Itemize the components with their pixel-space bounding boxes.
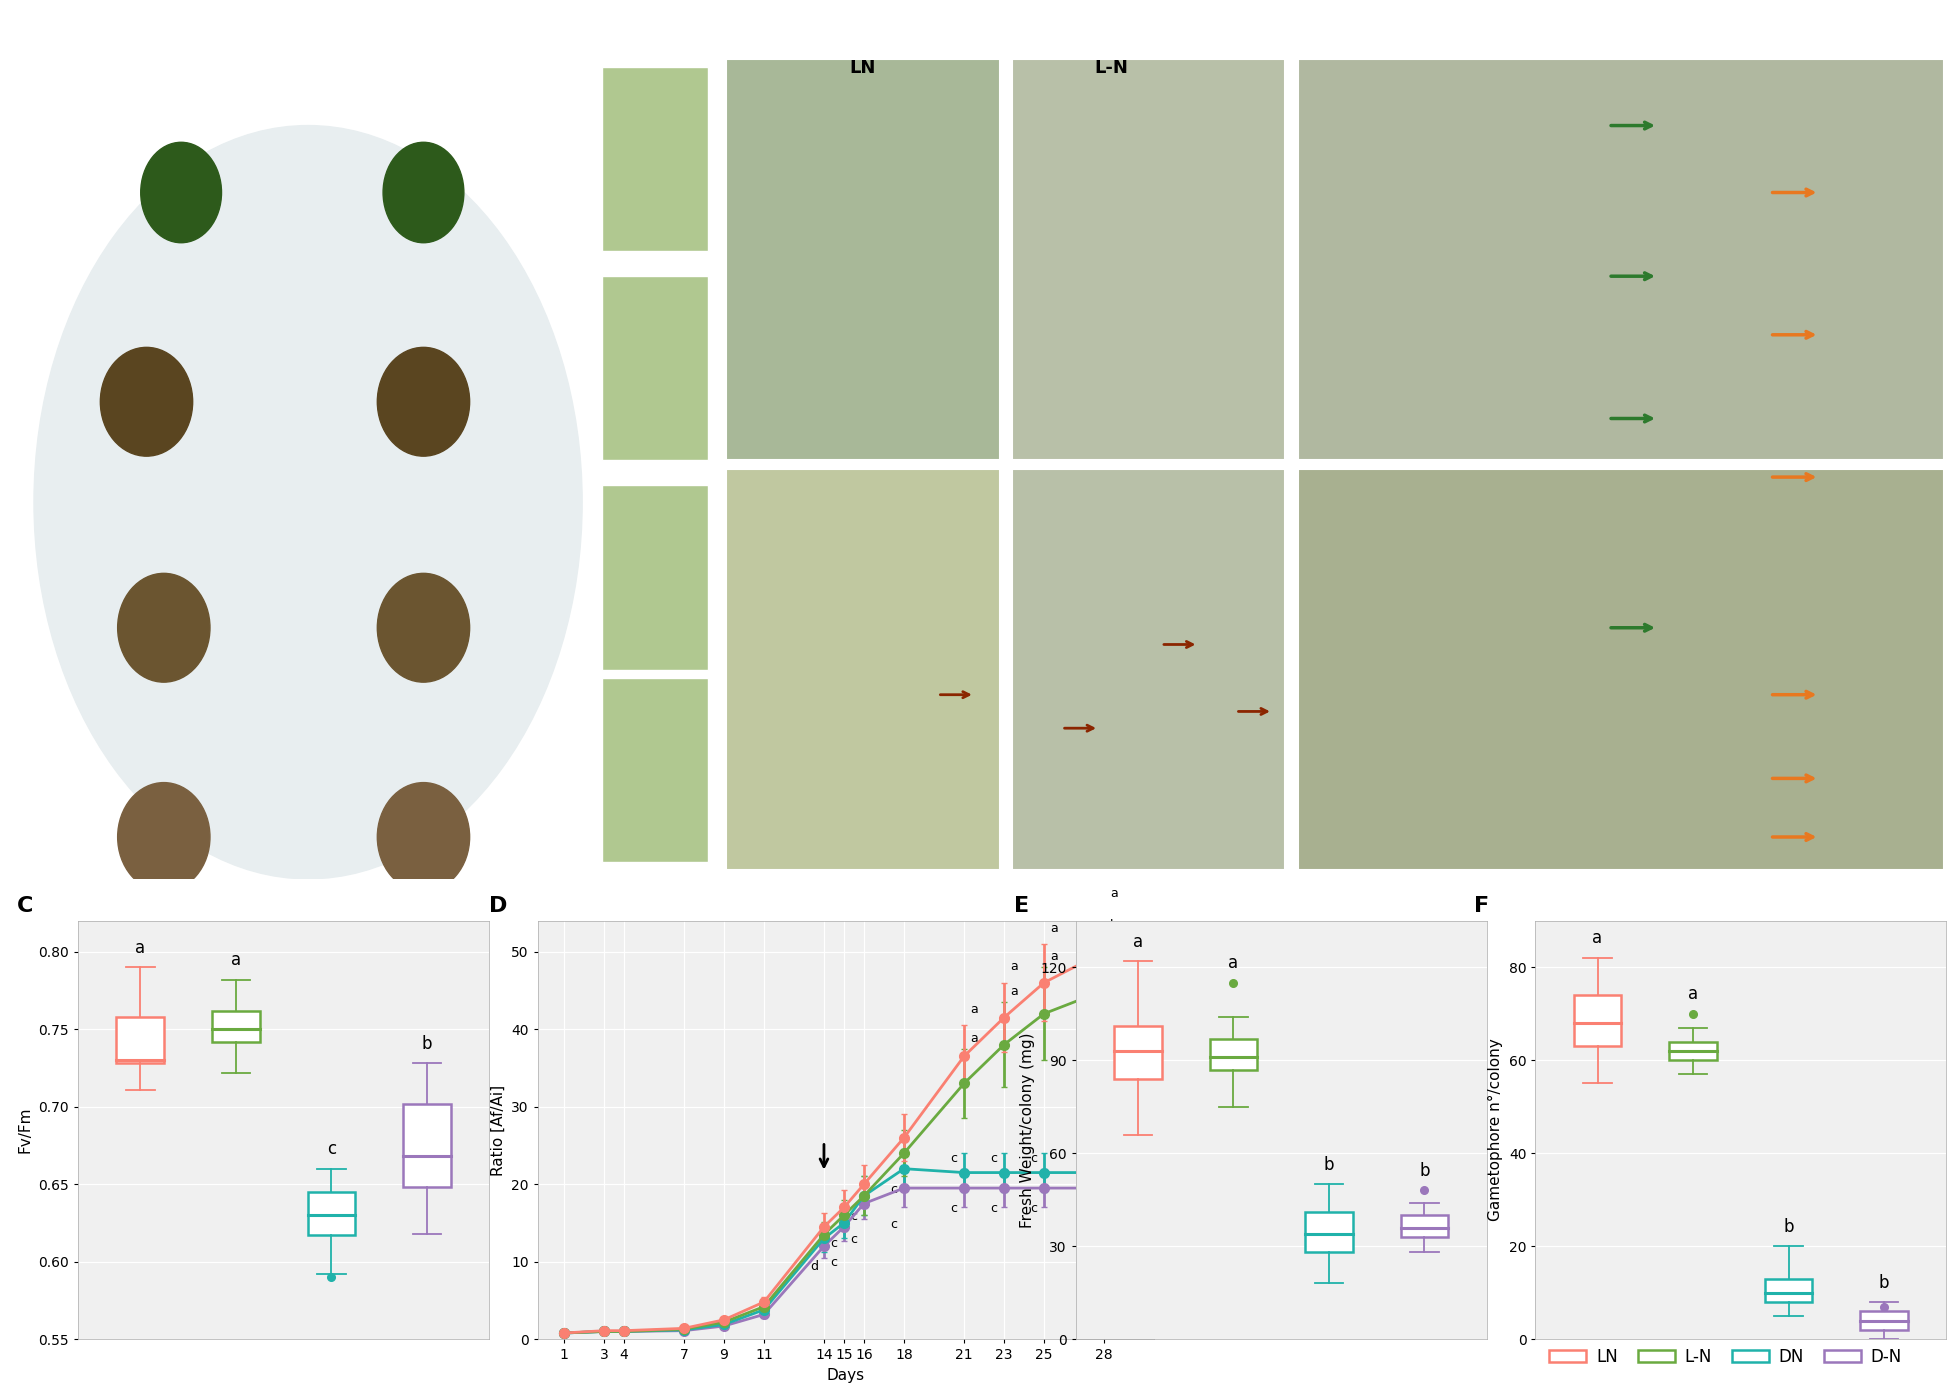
Text: c: c	[890, 1218, 897, 1230]
Text: b: b	[422, 1035, 432, 1053]
Text: a: a	[1228, 954, 1238, 972]
Text: d: d	[809, 1260, 817, 1274]
Text: a: a	[1050, 922, 1058, 935]
FancyBboxPatch shape	[725, 469, 999, 870]
Text: a: a	[135, 939, 145, 957]
Text: c: c	[326, 1140, 336, 1158]
Text: c: c	[1091, 1202, 1097, 1215]
Text: E: E	[1013, 896, 1028, 915]
Y-axis label: Gametophore n°/colony: Gametophore n°/colony	[1488, 1038, 1503, 1222]
Text: c: c	[1030, 1152, 1036, 1165]
Text: c: c	[850, 1209, 856, 1223]
Ellipse shape	[141, 142, 221, 243]
FancyBboxPatch shape	[117, 1017, 164, 1063]
Ellipse shape	[33, 126, 583, 879]
Text: b: b	[1879, 1274, 1889, 1292]
FancyBboxPatch shape	[1859, 1311, 1906, 1329]
FancyBboxPatch shape	[211, 1010, 260, 1042]
Text: F: F	[1474, 896, 1488, 915]
Ellipse shape	[383, 142, 463, 243]
Text: c: c	[890, 1183, 897, 1196]
Text: c: c	[950, 1152, 958, 1165]
FancyBboxPatch shape	[602, 276, 708, 460]
Ellipse shape	[100, 347, 192, 456]
Text: c: c	[850, 1233, 856, 1246]
Text: b: b	[1324, 1155, 1333, 1173]
Text: a: a	[1132, 932, 1142, 950]
Text: c: c	[1091, 1152, 1097, 1165]
Text: a: a	[1009, 985, 1017, 999]
Text: c: c	[1030, 1202, 1036, 1215]
Ellipse shape	[377, 347, 469, 456]
Text: a: a	[1687, 985, 1697, 1003]
FancyBboxPatch shape	[1304, 1212, 1353, 1253]
Ellipse shape	[377, 573, 469, 682]
Text: LN: LN	[848, 59, 876, 77]
FancyBboxPatch shape	[1400, 1215, 1447, 1237]
Ellipse shape	[117, 783, 209, 891]
FancyBboxPatch shape	[1011, 469, 1284, 870]
FancyBboxPatch shape	[602, 485, 708, 670]
FancyBboxPatch shape	[307, 1191, 356, 1236]
Text: c: c	[831, 1237, 837, 1250]
Text: b: b	[1108, 919, 1118, 932]
Text: a: a	[1108, 887, 1116, 900]
FancyBboxPatch shape	[1011, 59, 1284, 460]
FancyBboxPatch shape	[1208, 1038, 1257, 1070]
Y-axis label: Ratio [Af/Ai]: Ratio [Af/Ai]	[491, 1084, 506, 1176]
Text: a: a	[970, 1032, 978, 1045]
FancyBboxPatch shape	[1296, 469, 1943, 870]
Legend: LN, L-N, DN, D-N: LN, L-N, DN, D-N	[1542, 1342, 1908, 1373]
Text: b: b	[1783, 1218, 1793, 1236]
Y-axis label: Fv/Fm: Fv/Fm	[18, 1106, 33, 1154]
FancyBboxPatch shape	[602, 67, 708, 251]
FancyBboxPatch shape	[602, 678, 708, 862]
Text: a: a	[1009, 960, 1017, 974]
Text: L-N: L-N	[1095, 59, 1128, 77]
Ellipse shape	[377, 783, 469, 891]
Ellipse shape	[117, 573, 209, 682]
Text: a: a	[1591, 929, 1601, 947]
Text: a: a	[1050, 950, 1058, 964]
X-axis label: Days: Days	[827, 1367, 864, 1382]
Text: a: a	[231, 951, 240, 970]
Text: b: b	[1419, 1162, 1429, 1180]
FancyBboxPatch shape	[403, 1103, 450, 1187]
Text: c: c	[989, 1152, 997, 1165]
FancyBboxPatch shape	[1296, 59, 1943, 460]
Text: c: c	[989, 1202, 997, 1215]
Text: c: c	[831, 1257, 837, 1269]
FancyBboxPatch shape	[725, 59, 999, 460]
FancyBboxPatch shape	[1763, 1279, 1812, 1302]
FancyBboxPatch shape	[1114, 1027, 1161, 1078]
FancyBboxPatch shape	[1574, 995, 1621, 1046]
Text: C: C	[18, 896, 33, 915]
Y-axis label: Fresh Weight/colony (mg): Fresh Weight/colony (mg)	[1019, 1032, 1034, 1228]
Text: D: D	[489, 896, 506, 915]
Text: c: c	[950, 1202, 958, 1215]
Text: a: a	[970, 1003, 978, 1016]
FancyBboxPatch shape	[1668, 1042, 1716, 1060]
